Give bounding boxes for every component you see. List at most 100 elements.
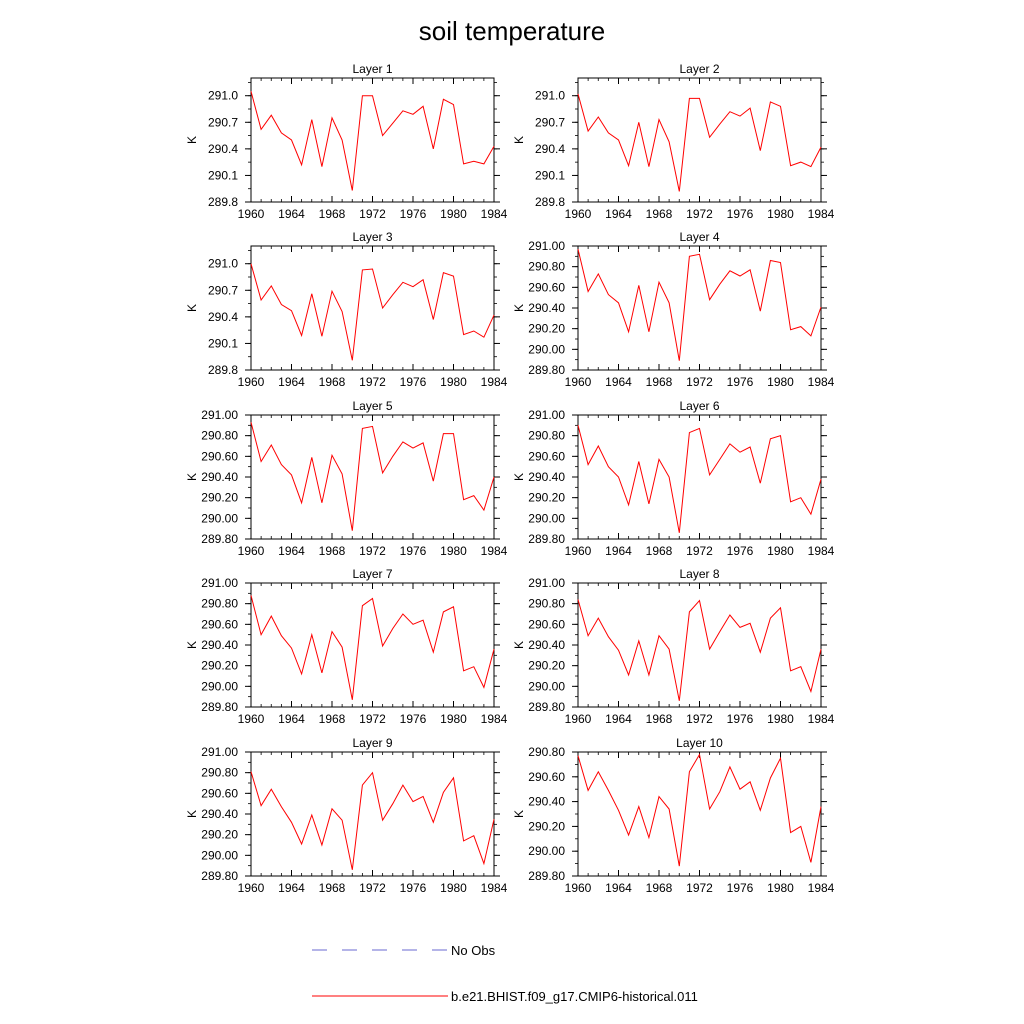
layer-6-ylabel: K [512, 473, 526, 481]
layer-2-title: Layer 2 [679, 62, 719, 76]
layer-3-x-tick-label: 1960 [238, 375, 265, 389]
layer-10-x-tick-label: 1980 [767, 881, 794, 895]
layer-5-x-tick-label: 1960 [238, 544, 265, 558]
layer-9-y-tick-label: 290.40 [201, 807, 238, 821]
layer-10-y-tick-label: 290.40 [528, 795, 565, 809]
layer-9-x-tick-label: 1976 [400, 881, 427, 895]
layer-6-x-tick-label: 1968 [646, 544, 673, 558]
layer-9-x-tick-label: 1972 [359, 881, 386, 895]
layer-6-frame [577, 414, 822, 540]
layer-6-x-tick-label: 1984 [808, 544, 835, 558]
layer-2-frame [577, 77, 822, 203]
layer-3-panel: Layer 3 K 1960 1964 1968 1972 1976 1980 1984 289.… [185, 230, 508, 389]
layer-9-x-tick-label: 1984 [481, 881, 508, 895]
layer-4-x-tick-label: 1980 [767, 375, 794, 389]
layer-9-x-tick-label: 1960 [238, 881, 265, 895]
layer-9-y-tick-label: 289.80 [201, 869, 238, 883]
layer-10-y-tick-label: 290.80 [528, 745, 565, 759]
layer-8-x-tick-label: 1976 [727, 712, 754, 726]
layer-10-y-tick-label: 290.60 [528, 770, 565, 784]
layer-9-series-line [250, 771, 495, 870]
layer-10-ylabel: K [512, 810, 526, 818]
layer-2-panel: Layer 2 K 1960 1964 1968 1972 1976 1980 1984 289.… [512, 62, 835, 221]
layer-6-y-tick-label: 290.20 [528, 491, 565, 505]
layer-4-panel: Layer 4 K 1960 1964 1968 1972 1976 1980 1984 289.… [512, 230, 835, 389]
layer-5-y-tick-label: 290.80 [201, 429, 238, 443]
layer-1-title: Layer 1 [352, 62, 392, 76]
layer-5-x-tick-label: 1984 [481, 544, 508, 558]
layer-4-x-tick-label: 1964 [605, 375, 632, 389]
layer-8-x-tick-label: 1968 [646, 712, 673, 726]
layer-5-x-tick-label: 1968 [319, 544, 346, 558]
layer-9-y-tick-label: 290.60 [201, 786, 238, 800]
layer-3-y-tick-label: 290.1 [208, 336, 238, 350]
layer-2-series-line [577, 93, 822, 192]
layer-3-x-tick-label: 1980 [440, 375, 467, 389]
layer-8-y-tick-label: 291.00 [528, 576, 565, 590]
layer-9-ylabel: K [185, 810, 199, 818]
layer-7-x-tick-label: 1976 [400, 712, 427, 726]
layer-1-x-tick-label: 1980 [440, 207, 467, 221]
layer-7-panel: Layer 7 K 1960 1964 1968 1972 1976 1980 1984 289.… [185, 567, 508, 726]
layer-4-x-tick-label: 1972 [686, 375, 713, 389]
layer-4-y-tick-label: 290.40 [528, 301, 565, 315]
layer-4-x-tick-label: 1960 [565, 375, 592, 389]
layer-3-x-tick-label: 1964 [278, 375, 305, 389]
layer-7-x-tick-label: 1984 [481, 712, 508, 726]
layer-2-x-tick-label: 1968 [646, 207, 673, 221]
layer-10-x-tick-label: 1972 [686, 881, 713, 895]
layer-4-y-tick-label: 289.80 [528, 363, 565, 377]
layer-5-x-tick-label: 1976 [400, 544, 427, 558]
layer-3-ylabel: K [185, 304, 199, 312]
layer-1-panel: Layer 1 K 1960 1964 1968 1972 1976 1980 1984 289.… [185, 62, 508, 221]
layer-2-x-tick-label: 1980 [767, 207, 794, 221]
layer-7-x-tick-label: 1960 [238, 712, 265, 726]
layer-3-series-line [250, 263, 495, 361]
layer-7-y-tick-label: 290.40 [201, 638, 238, 652]
layer-7-x-tick-label: 1980 [440, 712, 467, 726]
layer-2-x-tick-label: 1964 [605, 207, 632, 221]
layer-2-y-tick-label: 290.1 [535, 168, 565, 182]
layer-6-x-tick-label: 1960 [565, 544, 592, 558]
layer-1-ylabel: K [185, 136, 199, 144]
layer-8-x-tick-label: 1964 [605, 712, 632, 726]
layer-9-x-tick-label: 1980 [440, 881, 467, 895]
layer-8-x-tick-label: 1984 [808, 712, 835, 726]
layer-7-y-tick-label: 289.80 [201, 700, 238, 714]
layer-1-series-line [250, 91, 495, 191]
layer-5-series-line [250, 422, 495, 531]
layer-3-y-tick-label: 291.0 [208, 257, 238, 271]
layer-10-x-tick-label: 1960 [565, 881, 592, 895]
layer-8-y-tick-label: 290.60 [528, 617, 565, 631]
layer-8-y-tick-label: 290.20 [528, 659, 565, 673]
layer-5-y-tick-label: 289.80 [201, 532, 238, 546]
layer-5-frame [250, 414, 495, 540]
layer-2-x-tick-label: 1960 [565, 207, 592, 221]
layer-5-y-tick-label: 290.20 [201, 491, 238, 505]
layer-4-ylabel: K [512, 304, 526, 312]
layer-5-x-tick-label: 1972 [359, 544, 386, 558]
layer-5-title: Layer 5 [352, 399, 392, 413]
layer-6-x-tick-label: 1980 [767, 544, 794, 558]
legend: No Obs b.e21.BHIST.f09_g17.CMIP6-histori… [312, 943, 698, 1004]
layer-10-frame [577, 751, 822, 877]
layer-8-y-tick-label: 290.80 [528, 597, 565, 611]
layer-4-x-tick-label: 1984 [808, 375, 835, 389]
layer-8-ylabel: K [512, 641, 526, 649]
layer-1-y-tick-label: 289.8 [208, 195, 238, 209]
layer-8-y-tick-label: 290.00 [528, 679, 565, 693]
layer-7-ylabel: K [185, 641, 199, 649]
layer-4-x-tick-label: 1976 [727, 375, 754, 389]
layer-2-y-tick-label: 290.7 [535, 115, 565, 129]
layer-1-x-tick-label: 1968 [319, 207, 346, 221]
layer-7-x-tick-label: 1964 [278, 712, 305, 726]
legend-label-no-obs: No Obs [451, 943, 496, 958]
layer-9-y-tick-label: 290.80 [201, 766, 238, 780]
layer-10-x-tick-label: 1984 [808, 881, 835, 895]
layer-7-frame [250, 582, 495, 708]
layer-10-title: Layer 10 [676, 736, 723, 750]
layer-7-series-line [250, 595, 495, 700]
layer-9-y-tick-label: 290.20 [201, 828, 238, 842]
layer-6-series-line [577, 425, 822, 533]
layer-9-y-tick-label: 291.00 [201, 745, 238, 759]
